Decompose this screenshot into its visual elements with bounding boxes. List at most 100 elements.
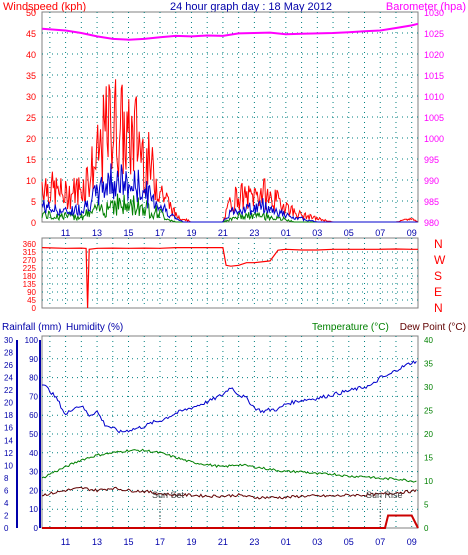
temperature-tick-label: 25	[424, 407, 433, 416]
dewpoint-line	[41, 486, 417, 500]
barometer-tick-label: 980	[424, 218, 439, 228]
x-tick-label: 19	[186, 537, 196, 547]
barometer-axis-title: Barometer (hpa)	[386, 1, 466, 13]
wind-tick-label: 5	[31, 197, 36, 207]
wind-tick-label: 0	[31, 218, 36, 228]
rainfall-tick-label: 18	[4, 411, 13, 420]
chart-title: 24 hour graph day : 18 May 2012	[170, 1, 332, 13]
barometer-tick-label: 1025	[424, 29, 444, 39]
rainfall-line	[42, 514, 419, 529]
temperature-panel-frame	[41, 335, 419, 529]
humidity-tick-label: 80	[29, 374, 38, 383]
barometer-tick-label: 1020	[424, 50, 444, 60]
x-tick-label: 15	[124, 537, 134, 547]
humidity-line	[42, 360, 417, 434]
temperature-tick-label: 40	[424, 336, 433, 345]
x-tick-label: 11	[61, 228, 70, 238]
temperature-tick-label: 5	[424, 501, 429, 510]
wind-tick-label: 15	[26, 155, 36, 165]
x-tick-label: 09	[407, 537, 417, 547]
direction-tick-label: 90	[27, 288, 36, 297]
wind-tick-label: 20	[26, 134, 36, 144]
temperature-tick-label: 10	[424, 477, 433, 486]
x-tick-label: 17	[155, 537, 165, 547]
humidity-axis-title: Humidity (%)	[66, 322, 123, 333]
barometer-line	[41, 22, 419, 41]
rainfall-tick-label: 22	[4, 386, 13, 395]
x-tick-label: 05	[344, 228, 354, 238]
x-tick-label: 13	[92, 228, 102, 238]
humidity-tick-label: 60	[29, 411, 38, 420]
direction-tick-label: 315	[23, 248, 37, 257]
rainfall-tick-label: 30	[4, 336, 13, 345]
rainfall-tick-label: 26	[4, 361, 13, 370]
barometer-tick-label: 1005	[424, 113, 444, 123]
temperature-tick-label: 35	[424, 360, 433, 369]
direction-tick-label: 360	[23, 240, 37, 249]
barometer-tick-label: 995	[424, 155, 439, 165]
humidity-tick-label: 90	[29, 355, 38, 364]
rainfall-tick-label: 0	[4, 524, 9, 533]
direction-tick-label: 180	[23, 272, 37, 281]
compass-letter: S	[434, 269, 442, 283]
x-tick-label: 21	[218, 228, 228, 238]
barometer-tick-label: 1000	[424, 134, 444, 144]
temperature-line	[41, 448, 417, 483]
dewpoint-axis-title: Dew Point (°C)	[400, 322, 466, 333]
wind-tick-label: 40	[26, 50, 36, 60]
rainfall-tick-label: 14	[4, 436, 13, 445]
humidity-tick-label: 40	[29, 449, 38, 458]
compass-letter: N	[434, 237, 443, 251]
rainfall-tick-label: 12	[4, 449, 13, 458]
rainfall-tick-label: 4	[4, 499, 9, 508]
wind-tick-label: 35	[26, 71, 36, 81]
humidity-tick-label: 30	[29, 468, 38, 477]
windspeed-axis-title: Windspeed (kph)	[3, 1, 86, 13]
temperature-axis-title: Temperature (°C)	[312, 322, 389, 333]
wind-tick-label: 50	[26, 8, 36, 18]
direction-tick-label: 225	[23, 264, 37, 273]
axis-text-layer: 5045403530252015105010301025102010151010…	[4, 8, 446, 547]
rainfall-tick-label: 20	[4, 399, 13, 408]
wind-average-line	[41, 163, 418, 223]
humidity-tick-label: 0	[34, 524, 39, 533]
barometer-tick-label: 985	[424, 197, 439, 207]
x-tick-label: 07	[375, 537, 385, 547]
x-tick-label: 03	[312, 228, 322, 238]
rainfall-tick-label: 2	[4, 511, 9, 520]
x-tick-label: 01	[281, 228, 291, 238]
x-tick-label: 05	[344, 537, 354, 547]
rainfall-tick-label: 6	[4, 486, 9, 495]
temperature-tick-label: 30	[424, 383, 433, 392]
direction-tick-label: 135	[23, 280, 37, 289]
direction-tick-label: 0	[32, 304, 37, 313]
rainfall-tick-label: 10	[4, 461, 13, 470]
wind-tick-label: 25	[26, 113, 36, 123]
series-layer	[16, 22, 419, 529]
compass-letter: W	[434, 253, 446, 267]
direction-tick-label: 45	[27, 296, 36, 305]
x-tick-label: 21	[218, 537, 228, 547]
x-tick-label: 23	[249, 228, 259, 238]
rainfall-tick-label: 24	[4, 374, 13, 383]
rainfall-tick-label: 28	[4, 349, 13, 358]
temperature-tick-label: 15	[424, 454, 433, 463]
x-tick-label: 13	[92, 537, 102, 547]
barometer-tick-label: 1015	[424, 71, 444, 81]
humidity-tick-label: 50	[29, 430, 38, 439]
wind-direction-line	[41, 247, 418, 309]
sunrise-label: Sun Rise	[366, 490, 403, 500]
humidity-tick-label: 10	[29, 505, 38, 514]
temperature-tick-label: 20	[424, 430, 433, 439]
barometer-tick-label: 990	[424, 176, 439, 186]
humidity-tick-label: 100	[25, 336, 39, 345]
x-tick-label: 19	[186, 228, 196, 238]
wind-panel-frame	[41, 11, 419, 223]
compass-letter: N	[434, 301, 443, 315]
rainfall-axis-title: Rainfall (mm)	[2, 322, 61, 333]
x-tick-label: 07	[375, 228, 385, 238]
temperature-tick-label: 0	[424, 524, 429, 533]
humidity-tick-label: 20	[29, 486, 38, 495]
rainfall-tick-label: 8	[4, 474, 9, 483]
compass-letter: E	[434, 285, 442, 299]
